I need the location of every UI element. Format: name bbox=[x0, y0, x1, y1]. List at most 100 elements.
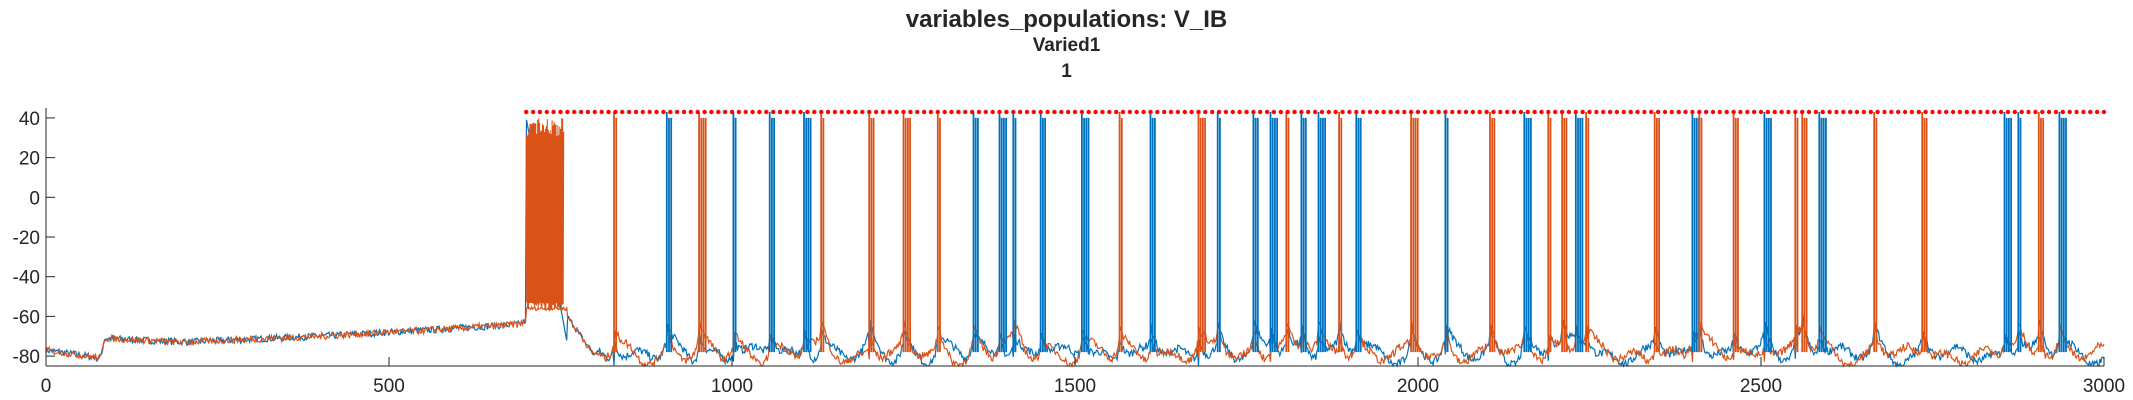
raster-dot bbox=[812, 109, 817, 115]
raster-dot bbox=[702, 109, 707, 115]
raster-dot bbox=[1676, 109, 1681, 115]
spike-blue-12 bbox=[1012, 112, 1017, 353]
raster-dot bbox=[1251, 109, 1256, 115]
raster-dot bbox=[805, 109, 810, 115]
raster-dot bbox=[1127, 109, 1133, 115]
raster-dot bbox=[880, 109, 886, 115]
raster-dot bbox=[1299, 109, 1304, 115]
raster-dot bbox=[1964, 109, 1970, 115]
raster-dot bbox=[1532, 109, 1537, 115]
raster-dot bbox=[1957, 109, 1963, 115]
raster-dot bbox=[2033, 109, 2038, 115]
raster-dot bbox=[592, 109, 597, 115]
raster-dot bbox=[1038, 109, 1043, 115]
raster-dot bbox=[2060, 109, 2065, 115]
raster-dot bbox=[1717, 109, 1723, 115]
raster-dot bbox=[1059, 109, 1064, 115]
raster-dot bbox=[1738, 109, 1743, 115]
raster-dot bbox=[1086, 109, 1091, 115]
raster-dot bbox=[2088, 109, 2093, 115]
raster-dot bbox=[1429, 109, 1434, 115]
raster-dot bbox=[1031, 109, 1037, 115]
raster-dot bbox=[558, 109, 563, 115]
raster-dot bbox=[1024, 109, 1030, 115]
raster-dot bbox=[1834, 109, 1839, 115]
raster-dot bbox=[1525, 109, 1531, 115]
raster-dot bbox=[530, 109, 536, 115]
raster-dot bbox=[1278, 109, 1284, 115]
raster-dot bbox=[647, 109, 652, 115]
raster-dot bbox=[1415, 109, 1421, 115]
raster-dot bbox=[695, 109, 700, 115]
y-tick-label: 40 bbox=[19, 109, 40, 130]
raster-dot bbox=[1649, 109, 1654, 115]
spike-orange-17 bbox=[1197, 112, 1206, 353]
raster-dot bbox=[1326, 109, 1332, 115]
raster-dot bbox=[1854, 109, 1860, 115]
raster-dot bbox=[1930, 109, 1935, 115]
raster-dot bbox=[873, 109, 879, 115]
raster-dot bbox=[1230, 109, 1236, 115]
spike-blue-16 bbox=[1149, 112, 1156, 353]
raster-dot bbox=[1587, 109, 1592, 115]
raster-dot bbox=[1244, 109, 1249, 115]
spike-orange-8 bbox=[902, 112, 911, 353]
raster-dot bbox=[1772, 109, 1777, 115]
raster-dot bbox=[1374, 109, 1380, 115]
spike-blue-11 bbox=[998, 112, 1007, 353]
raster-dot bbox=[736, 109, 742, 115]
raster-dot bbox=[1553, 109, 1558, 115]
raster-dot bbox=[1621, 109, 1627, 115]
raster-dot bbox=[846, 109, 851, 115]
raster-dot bbox=[524, 109, 529, 115]
raster-dot bbox=[1539, 109, 1544, 115]
spike-orange-6 bbox=[820, 112, 825, 353]
raster-dot bbox=[2053, 109, 2059, 115]
raster-dot bbox=[1813, 109, 1819, 115]
raster-dot bbox=[565, 109, 570, 115]
raster-dot bbox=[1004, 109, 1009, 115]
raster-dot bbox=[757, 109, 762, 115]
spike-orange-15 bbox=[1118, 112, 1123, 353]
spike-blue-22 bbox=[1300, 112, 1307, 353]
raster-dot bbox=[1168, 109, 1174, 115]
x-tick-label: 2000 bbox=[1397, 376, 1439, 397]
raster-dot bbox=[819, 109, 824, 115]
raster-dot bbox=[1601, 109, 1606, 115]
x-tick-label: 1500 bbox=[1054, 376, 1096, 397]
raster-dot bbox=[1045, 109, 1050, 115]
raster-dot bbox=[1690, 109, 1695, 115]
raster-dot bbox=[1992, 109, 1997, 115]
raster-dot bbox=[1628, 109, 1633, 115]
raster-dot bbox=[1306, 109, 1311, 115]
raster-dot bbox=[1950, 109, 1956, 115]
spike-blue-20 bbox=[1269, 112, 1278, 353]
raster-dot bbox=[1395, 109, 1400, 115]
spike-orange-28 bbox=[1489, 112, 1496, 353]
y-tick-label: -60 bbox=[13, 307, 40, 328]
raster-dot bbox=[1923, 109, 1928, 115]
raster-dot bbox=[1484, 109, 1489, 115]
spike-blue-18 bbox=[1216, 112, 1221, 353]
spike-blue-29 bbox=[1523, 112, 1532, 353]
raster-dot bbox=[1093, 109, 1098, 115]
raster-dot bbox=[688, 109, 693, 115]
spike-orange-7 bbox=[868, 112, 875, 353]
raster-dot bbox=[990, 109, 995, 115]
x-tick-label: 1000 bbox=[711, 376, 753, 397]
y-tick-label: 20 bbox=[19, 149, 40, 170]
raster-dot bbox=[1120, 109, 1126, 115]
raster-dot bbox=[915, 109, 920, 115]
raster-dot bbox=[1971, 109, 1976, 115]
raster-dot bbox=[1731, 109, 1736, 115]
raster-dot bbox=[1889, 109, 1894, 115]
raster-dot bbox=[1457, 109, 1462, 115]
raster-dot bbox=[1868, 109, 1874, 115]
raster-layer bbox=[524, 109, 2107, 115]
raster-dot bbox=[1985, 109, 1990, 115]
raster-dot bbox=[1258, 109, 1263, 115]
spike-blue-13 bbox=[1039, 112, 1046, 353]
raster-dot bbox=[1580, 109, 1585, 115]
spike-blue-47 bbox=[2058, 112, 2067, 353]
